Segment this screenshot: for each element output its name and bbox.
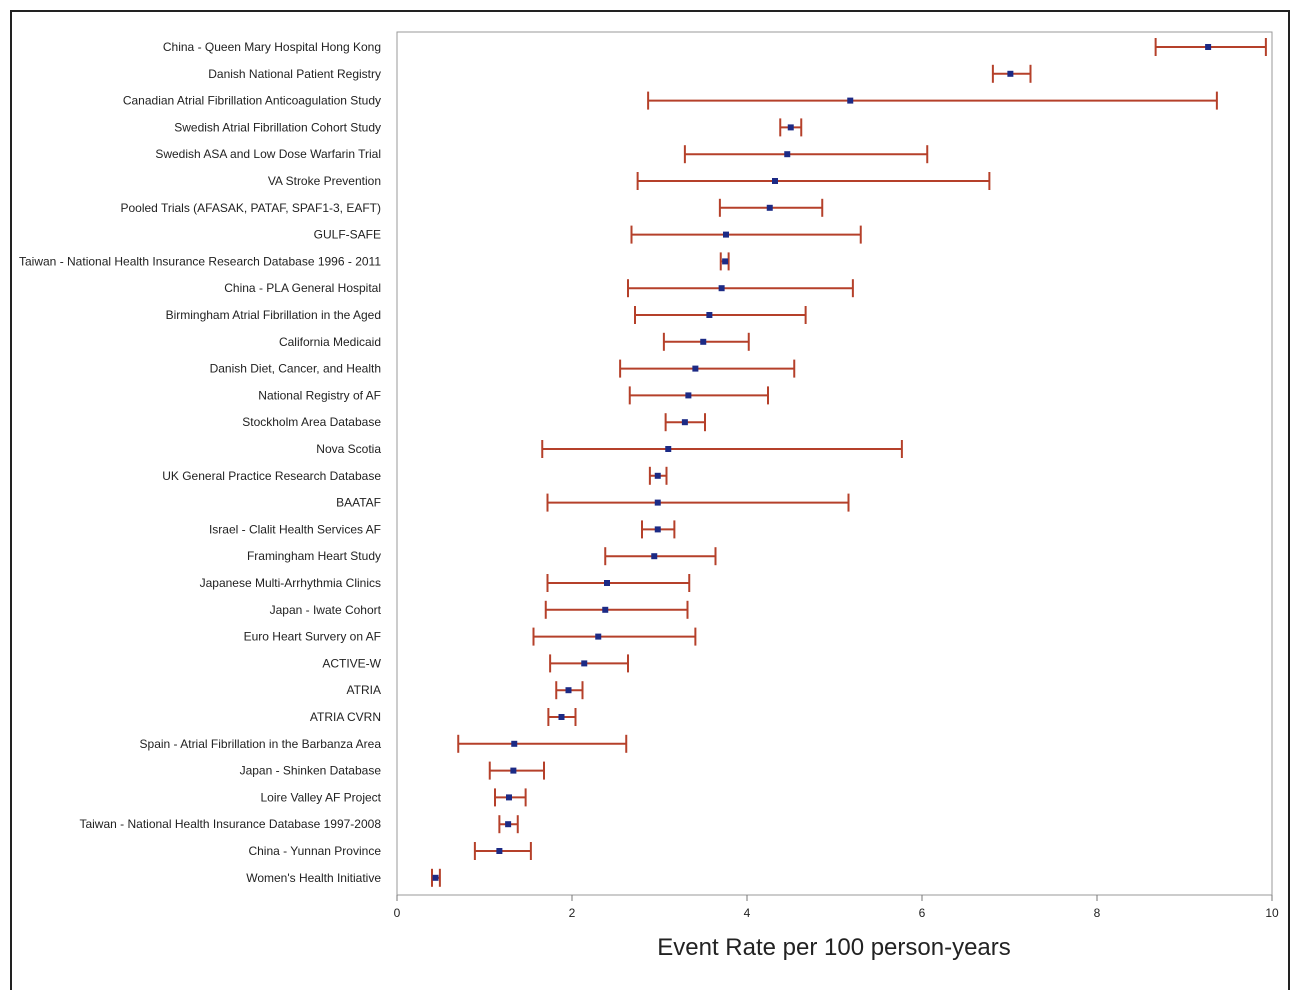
study-label: UK General Practice Research Database xyxy=(162,469,381,483)
study-label: BAATAF xyxy=(336,496,381,510)
study-label: Japanese Multi-Arrhythmia Clinics xyxy=(200,576,381,590)
point-estimate xyxy=(506,794,512,801)
plot-area xyxy=(396,31,1273,896)
point-estimate xyxy=(681,419,688,426)
point-estimate xyxy=(723,231,729,238)
point-estimate xyxy=(787,124,794,131)
study-label: China - Queen Mary Hospital Hong Kong xyxy=(163,40,381,54)
point-estimate xyxy=(505,821,512,828)
point-estimate xyxy=(511,740,518,747)
x-tick-label: 4 xyxy=(744,906,751,920)
study-label: Stockholm Area Database xyxy=(242,415,381,429)
study-label: Birmingham Atrial Fibrillation in the Ag… xyxy=(166,308,381,322)
point-estimate xyxy=(685,392,692,399)
point-estimate xyxy=(602,606,609,613)
point-estimate xyxy=(565,687,572,694)
study-label-layer: China - Queen Mary Hospital Hong Kong Dan… xyxy=(19,40,382,885)
study-label: Pooled Trials (AFASAK, PATAF, SPAF1-3, E… xyxy=(120,201,381,215)
point-estimate xyxy=(847,97,854,104)
point-estimate xyxy=(654,499,661,506)
figure-frame xyxy=(10,10,1290,990)
study-label: VA Stroke Prevention xyxy=(268,174,381,188)
study-label: ATRIA xyxy=(347,683,381,697)
study-label: ATRIA CVRN xyxy=(310,710,381,724)
study-label: Danish National Patient Registry xyxy=(208,67,381,81)
point-estimate xyxy=(432,874,439,881)
study-label: Euro Heart Survery on AF xyxy=(244,630,381,644)
study-label: Canadian Atrial Fibrillation Anticoagula… xyxy=(123,94,381,108)
point-estimate xyxy=(772,178,778,184)
study-label: Nova Scotia xyxy=(316,442,381,456)
point-estimate xyxy=(766,204,773,211)
point-estimate xyxy=(722,258,729,265)
study-label: Swedish Atrial Fibrillation Cohort Study xyxy=(174,120,381,134)
study-label: Spain - Atrial Fibrillation in the Barba… xyxy=(140,737,382,751)
x-tick-label: 10 xyxy=(1265,906,1279,920)
interval-layer xyxy=(431,38,1267,887)
point-estimate xyxy=(651,553,658,560)
point-estimate xyxy=(1205,44,1212,50)
point-estimate xyxy=(595,633,602,640)
study-label: Women's Health Initiative xyxy=(246,871,381,885)
point-estimate xyxy=(706,312,713,318)
point-estimate xyxy=(604,580,610,586)
x-tick-label: 2 xyxy=(569,906,576,920)
point-estimate xyxy=(1007,70,1014,77)
study-label: GULF-SAFE xyxy=(314,228,381,242)
study-label: China - PLA General Hospital xyxy=(224,281,381,295)
point-estimate xyxy=(654,472,661,479)
study-label: Framingham Heart Study xyxy=(247,549,381,563)
point-estimate xyxy=(718,285,725,292)
point-estimate xyxy=(510,767,517,774)
study-label: Swedish ASA and Low Dose Warfarin Trial xyxy=(155,147,381,161)
point-estimate xyxy=(700,338,707,345)
study-label: National Registry of AF xyxy=(258,388,381,402)
study-label: California Medicaid xyxy=(279,335,381,349)
study-label: Japan - Shinken Database xyxy=(240,764,382,778)
study-label: Taiwan - National Health Insurance Resea… xyxy=(19,254,381,268)
point-layer xyxy=(432,44,1212,881)
point-estimate xyxy=(692,365,699,372)
study-label: China - Yunnan Province xyxy=(248,844,381,858)
point-estimate xyxy=(558,714,565,720)
study-label: Loire Valley AF Project xyxy=(261,790,382,804)
x-tick-label: 6 xyxy=(919,906,926,920)
study-label: ACTIVE-W xyxy=(322,656,381,670)
point-estimate xyxy=(654,526,661,533)
x-axis: 0 2 4 6 8 10 xyxy=(394,895,1279,920)
point-estimate xyxy=(784,151,791,158)
study-label: Japan - Iwate Cohort xyxy=(270,603,382,617)
x-tick-label: 0 xyxy=(394,906,401,920)
x-tick-label: 8 xyxy=(1094,906,1101,920)
study-label: Taiwan - National Health Insurance Datab… xyxy=(79,817,381,831)
point-estimate xyxy=(665,446,672,452)
study-label: Israel - Clalit Health Services AF xyxy=(209,522,381,536)
point-estimate xyxy=(496,848,503,854)
study-label: Danish Diet, Cancer, and Health xyxy=(210,362,381,376)
point-estimate xyxy=(581,660,588,667)
x-axis-title: Event Rate per 100 person-years xyxy=(657,934,1011,961)
